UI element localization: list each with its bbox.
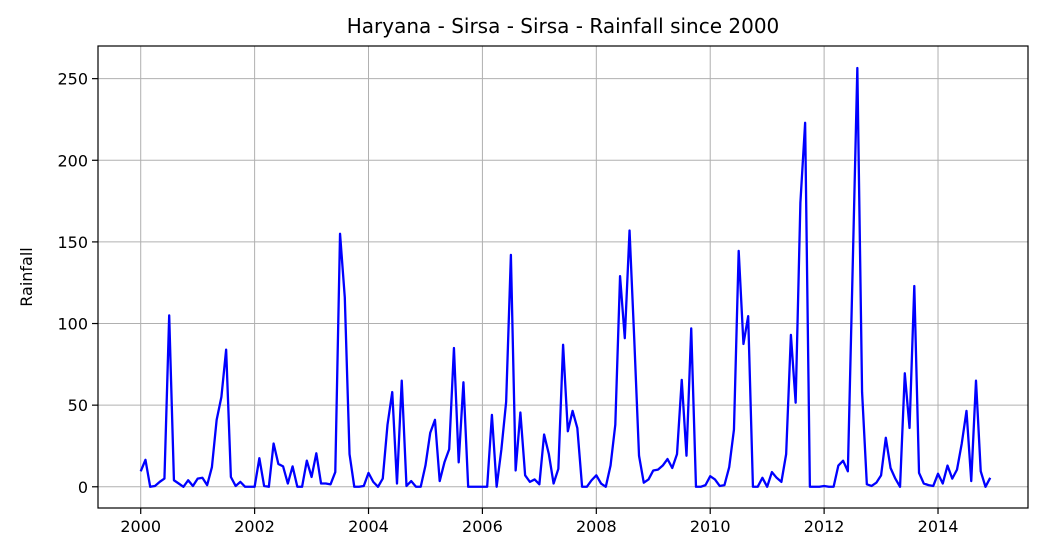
grid-lines xyxy=(98,46,1028,508)
y-tick-label: 250 xyxy=(57,70,88,89)
y-tick-label: 50 xyxy=(68,396,88,415)
plot-series xyxy=(139,66,992,488)
y-axis-label: Rainfall xyxy=(17,247,36,306)
plot-frame xyxy=(97,45,1029,509)
y-tick-label: 150 xyxy=(57,233,88,252)
y-tick-label: 100 xyxy=(57,315,88,334)
x-tick-label: 2004 xyxy=(348,517,389,536)
chart-title: Haryana - Sirsa - Sirsa - Rainfall since… xyxy=(347,14,780,38)
x-tick-label: 2002 xyxy=(234,517,275,536)
rainfall-series-line xyxy=(139,66,992,488)
x-tick-label: 2006 xyxy=(462,517,503,536)
x-axis: 2000 2002 2004 2006 2008 2010 2012 2014 xyxy=(120,508,958,536)
x-tick-label: 2008 xyxy=(576,517,617,536)
y-axis: 0 50 100 150 200 250 xyxy=(57,70,98,497)
y-tick-label: 200 xyxy=(57,151,88,170)
x-tick-label: 2012 xyxy=(804,517,845,536)
x-tick-label: 2014 xyxy=(918,517,959,536)
x-tick-label: 2000 xyxy=(120,517,161,536)
y-tick-label: 0 xyxy=(78,478,88,497)
x-tick-label: 2010 xyxy=(690,517,731,536)
